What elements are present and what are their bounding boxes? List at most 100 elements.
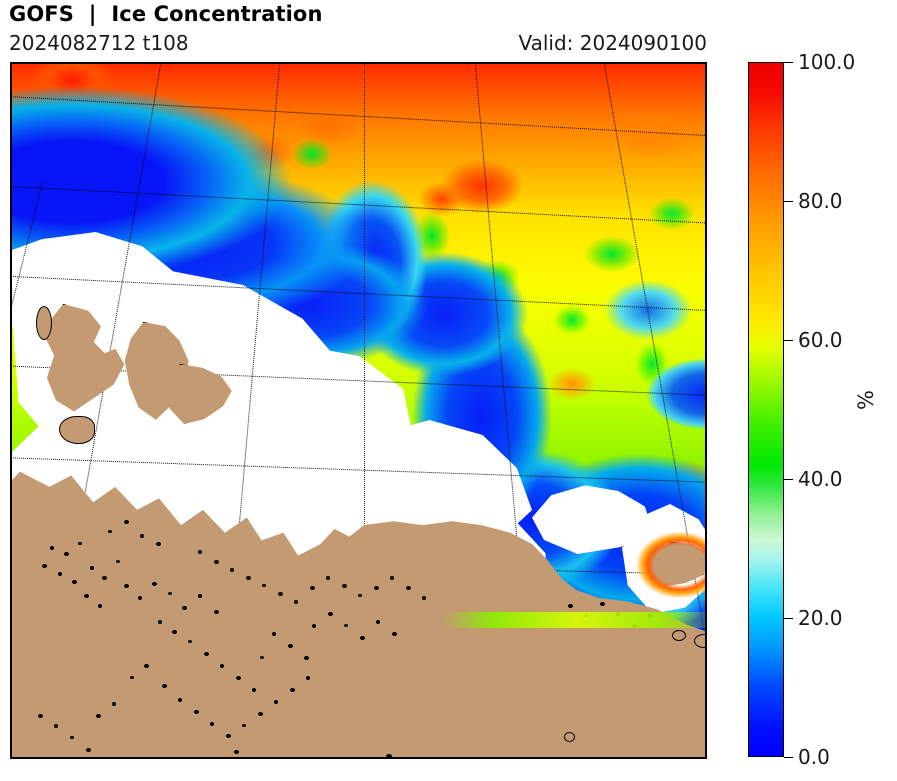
island-small-coastal <box>694 634 705 648</box>
colorbar-tick <box>784 757 793 758</box>
colorbar-gradient <box>748 62 784 757</box>
lake <box>124 520 129 524</box>
lake <box>252 688 256 692</box>
lake <box>306 676 310 680</box>
lake <box>600 602 605 606</box>
lake <box>140 534 144 538</box>
lake <box>262 584 266 587</box>
lake <box>204 652 209 656</box>
lake <box>194 710 199 714</box>
lake <box>326 576 330 580</box>
colorbar-tick-label: 0.0 <box>798 745 830 769</box>
lake <box>168 592 172 595</box>
colorbar-tick <box>784 340 793 341</box>
lake <box>360 636 365 640</box>
lake <box>188 640 192 643</box>
colorbar-tick <box>784 479 793 480</box>
lake <box>182 606 187 610</box>
lake <box>258 712 263 716</box>
lake <box>70 736 74 739</box>
lake <box>386 754 392 757</box>
lake <box>96 714 101 718</box>
lake <box>226 734 231 738</box>
lake <box>124 584 129 588</box>
lake <box>344 624 348 627</box>
page-title: GOFS | Ice Concentration <box>9 2 323 26</box>
graticule-meridian <box>364 64 365 757</box>
wrangel-fast-ice-halo <box>634 530 705 600</box>
lake <box>234 750 239 754</box>
colorbar-tick-label: 20.0 <box>798 606 843 630</box>
lake <box>230 568 234 572</box>
lake <box>102 576 107 580</box>
island-bolshoy-lyakhovsky <box>59 416 95 444</box>
lake <box>304 656 309 660</box>
lake <box>50 546 54 550</box>
island-small-north <box>36 306 52 340</box>
map-panel[interactable] <box>10 62 707 759</box>
lake <box>374 586 379 590</box>
lake <box>220 664 224 668</box>
valid-time-label: Valid: 2024090100 <box>518 31 707 55</box>
island-small-coastal <box>672 630 686 641</box>
colorbar-tick-label: 100.0 <box>798 50 856 74</box>
lake <box>288 644 293 648</box>
colorbar-tick <box>784 62 793 63</box>
lake <box>54 724 58 728</box>
map-canvas <box>12 64 705 757</box>
coastal-fast-ice-fringe <box>442 612 705 628</box>
lake <box>178 698 182 702</box>
run-cycle-label: 2024082712 t108 <box>9 31 189 55</box>
colorbar-tick-label: 80.0 <box>798 189 843 213</box>
lake <box>78 542 82 545</box>
lake <box>406 586 411 590</box>
lake <box>294 600 298 604</box>
colorbar[interactable]: 100.0 80.0 60.0 40.0 20.0 0.0 <box>748 50 855 769</box>
lake <box>236 676 241 680</box>
lake <box>108 530 112 533</box>
lake <box>86 748 91 752</box>
lake <box>290 688 295 692</box>
lake <box>58 572 62 576</box>
lake <box>138 596 142 600</box>
lake <box>390 576 394 580</box>
lake <box>198 550 202 554</box>
lake <box>376 620 380 624</box>
lake <box>242 724 246 727</box>
lake <box>568 604 573 608</box>
lake <box>112 702 116 706</box>
lake <box>210 722 214 726</box>
colorbar-axis-label: % <box>853 390 878 410</box>
lake <box>342 584 347 588</box>
lake <box>392 632 397 636</box>
lake <box>358 594 362 597</box>
lake <box>214 610 219 614</box>
lake <box>84 594 89 598</box>
lake <box>260 656 264 659</box>
lake <box>156 542 161 546</box>
lake <box>90 566 94 570</box>
lake <box>172 630 177 634</box>
lake <box>564 732 575 742</box>
lake <box>152 582 157 586</box>
lake <box>162 684 167 688</box>
lake <box>144 664 149 668</box>
lake <box>278 592 283 596</box>
lake <box>328 612 333 616</box>
lake <box>246 576 251 580</box>
lake <box>422 596 426 600</box>
lake <box>38 714 43 718</box>
lake <box>312 624 316 628</box>
lake <box>274 700 278 704</box>
colorbar-tick <box>784 618 793 619</box>
lake <box>64 552 69 556</box>
lake <box>42 564 47 568</box>
lake <box>310 586 315 590</box>
lake <box>130 676 134 679</box>
colorbar-tick-label: 40.0 <box>798 467 843 491</box>
lake <box>116 560 120 563</box>
lake <box>214 560 219 564</box>
lake <box>198 594 202 598</box>
lake <box>158 620 162 624</box>
lake <box>72 580 77 584</box>
